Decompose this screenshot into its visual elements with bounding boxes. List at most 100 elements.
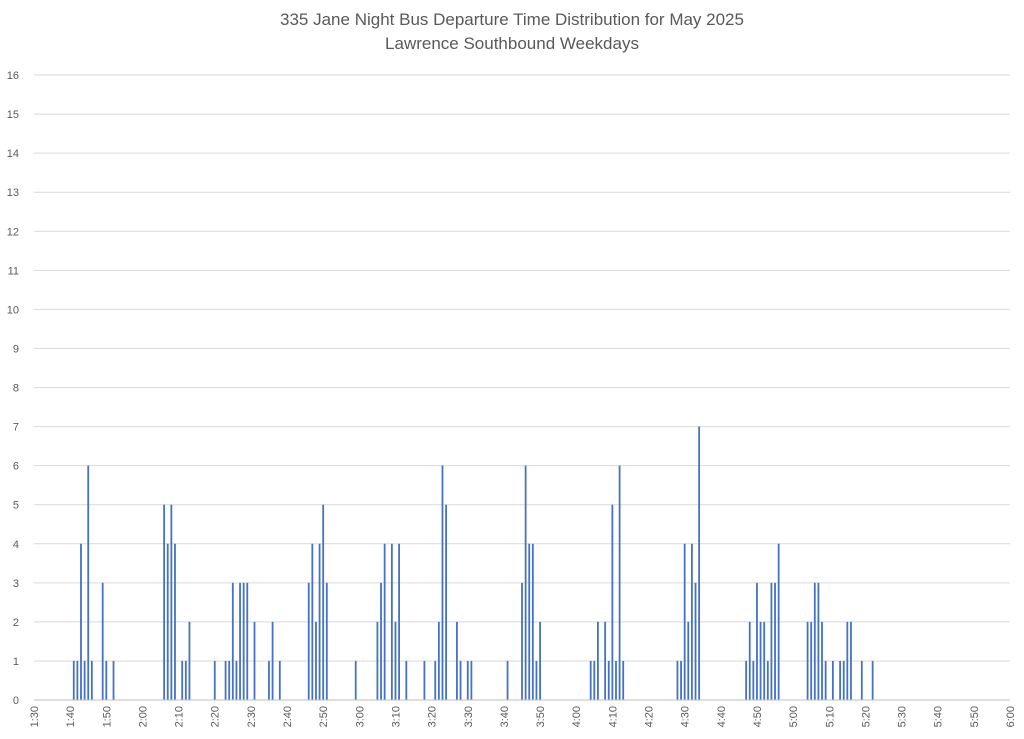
bar xyxy=(615,660,617,700)
y-tick-label: 5 xyxy=(13,500,19,512)
x-tick-label: 4:00 xyxy=(571,706,583,727)
x-tick-label: 3:30 xyxy=(463,706,475,727)
bar xyxy=(188,621,191,700)
bar xyxy=(842,660,845,700)
bar xyxy=(763,621,766,700)
bar xyxy=(535,660,538,700)
x-tick-label: 5:40 xyxy=(933,706,945,727)
bar xyxy=(506,660,509,700)
bar xyxy=(618,465,621,700)
bar xyxy=(846,621,849,700)
bar xyxy=(817,582,820,700)
bar xyxy=(774,582,776,700)
bar xyxy=(228,660,231,700)
chart-title: 335 Jane Night Bus Departure Time Distri… xyxy=(280,10,744,29)
bar xyxy=(246,582,249,700)
x-tick-label: 2:30 xyxy=(246,706,258,727)
bar xyxy=(253,621,256,700)
y-tick-label: 0 xyxy=(13,695,19,707)
bar xyxy=(524,465,527,700)
bar xyxy=(235,660,238,700)
bar xyxy=(311,543,314,700)
x-tick-label: 3:20 xyxy=(427,706,439,727)
bar xyxy=(824,660,827,700)
bar xyxy=(325,582,328,700)
bar xyxy=(539,621,541,700)
bar xyxy=(756,582,758,700)
bar xyxy=(821,621,823,700)
bar xyxy=(231,582,234,700)
bar xyxy=(423,660,426,700)
bar xyxy=(607,660,610,700)
bar xyxy=(745,660,748,700)
x-tick-label: 4:20 xyxy=(644,706,656,727)
chart-title-block: 335 Jane Night Bus Departure Time Distri… xyxy=(0,8,1024,56)
bar xyxy=(405,660,408,700)
x-tick-label: 5:50 xyxy=(969,706,981,727)
bar xyxy=(871,660,874,700)
bar xyxy=(698,426,701,700)
x-tick-label: 1:40 xyxy=(65,706,77,727)
bar xyxy=(810,621,813,700)
bar xyxy=(752,660,755,700)
bar xyxy=(166,543,169,700)
bar xyxy=(318,543,321,700)
y-tick-label: 9 xyxy=(13,343,19,355)
y-tick-label: 16 xyxy=(7,70,19,82)
bar xyxy=(83,660,86,700)
y-tick-label: 7 xyxy=(13,422,19,434)
bar xyxy=(224,660,227,700)
bar xyxy=(268,660,270,700)
bar xyxy=(239,582,241,700)
bar xyxy=(376,621,379,700)
x-tick-label: 4:40 xyxy=(716,706,728,727)
bar xyxy=(105,660,108,700)
y-tick-label: 6 xyxy=(13,461,19,473)
bar xyxy=(597,621,599,700)
bar xyxy=(528,543,531,700)
x-tick-label: 3:40 xyxy=(499,706,511,727)
x-tick-label: 4:10 xyxy=(607,706,619,727)
bar xyxy=(398,543,400,700)
bar xyxy=(271,621,274,700)
bar xyxy=(694,582,697,700)
x-tick-label: 5:30 xyxy=(897,706,909,727)
y-tick-label: 12 xyxy=(7,226,19,238)
x-tick-label: 1:30 xyxy=(29,706,41,727)
bar xyxy=(680,660,682,700)
bar xyxy=(806,621,809,700)
y-tick-label: 11 xyxy=(8,265,19,277)
bar xyxy=(278,660,281,700)
bar xyxy=(459,660,462,700)
bar xyxy=(683,543,686,700)
x-tick-label: 5:10 xyxy=(824,706,836,727)
y-tick-label: 3 xyxy=(13,578,19,590)
bar xyxy=(860,660,863,700)
bar xyxy=(676,660,679,700)
chart-subtitle: Lawrence Southbound Weekdays xyxy=(385,34,639,53)
x-tick-label: 2:10 xyxy=(174,706,186,727)
bar xyxy=(383,543,386,700)
bar xyxy=(307,582,310,700)
bar xyxy=(604,621,607,700)
bar xyxy=(850,621,852,700)
bar xyxy=(589,660,592,700)
x-tick-label: 6:00 xyxy=(1005,706,1017,727)
bar xyxy=(163,504,166,700)
bar xyxy=(76,660,79,700)
bar xyxy=(380,582,382,700)
x-tick-label: 4:30 xyxy=(680,706,692,727)
bar xyxy=(466,660,469,700)
bar xyxy=(445,504,447,700)
x-tick-label: 2:20 xyxy=(210,706,222,727)
x-tick-label: 3:10 xyxy=(390,706,402,727)
bar xyxy=(72,660,75,700)
bar xyxy=(777,543,780,700)
bar xyxy=(390,543,393,700)
bars xyxy=(72,426,874,700)
bar xyxy=(531,543,534,700)
x-tick-label: 3:00 xyxy=(354,706,366,727)
bar xyxy=(434,660,437,700)
